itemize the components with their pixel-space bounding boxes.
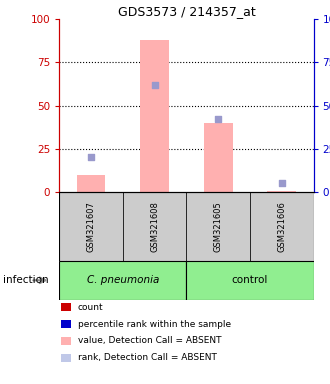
Bar [59, 261, 186, 300]
Text: infection: infection [3, 275, 49, 285]
Bar [186, 192, 250, 261]
Text: control: control [232, 275, 268, 285]
Point [88, 154, 94, 161]
Bar [186, 261, 314, 300]
Text: count: count [78, 303, 103, 312]
Bar [61, 303, 71, 311]
Bar [59, 192, 123, 261]
Bar [204, 123, 233, 192]
Bar [61, 337, 71, 345]
Text: GSM321608: GSM321608 [150, 201, 159, 252]
Point [215, 116, 221, 122]
Text: C. pneumonia: C. pneumonia [87, 275, 159, 285]
Text: value, Detection Call = ABSENT: value, Detection Call = ABSENT [78, 336, 221, 346]
Bar [77, 175, 106, 192]
Bar [61, 354, 71, 362]
Text: rank, Detection Call = ABSENT: rank, Detection Call = ABSENT [78, 353, 216, 362]
Text: GSM321606: GSM321606 [277, 201, 286, 252]
Text: percentile rank within the sample: percentile rank within the sample [78, 319, 231, 329]
Bar [140, 40, 169, 192]
Title: GDS3573 / 214357_at: GDS3573 / 214357_at [117, 5, 255, 18]
Bar [250, 192, 314, 261]
Text: GSM321605: GSM321605 [214, 201, 223, 252]
Point [152, 82, 157, 88]
Bar [123, 192, 186, 261]
Bar [61, 320, 71, 328]
Bar [267, 191, 296, 192]
Text: GSM321607: GSM321607 [87, 201, 96, 252]
Point [279, 180, 284, 187]
